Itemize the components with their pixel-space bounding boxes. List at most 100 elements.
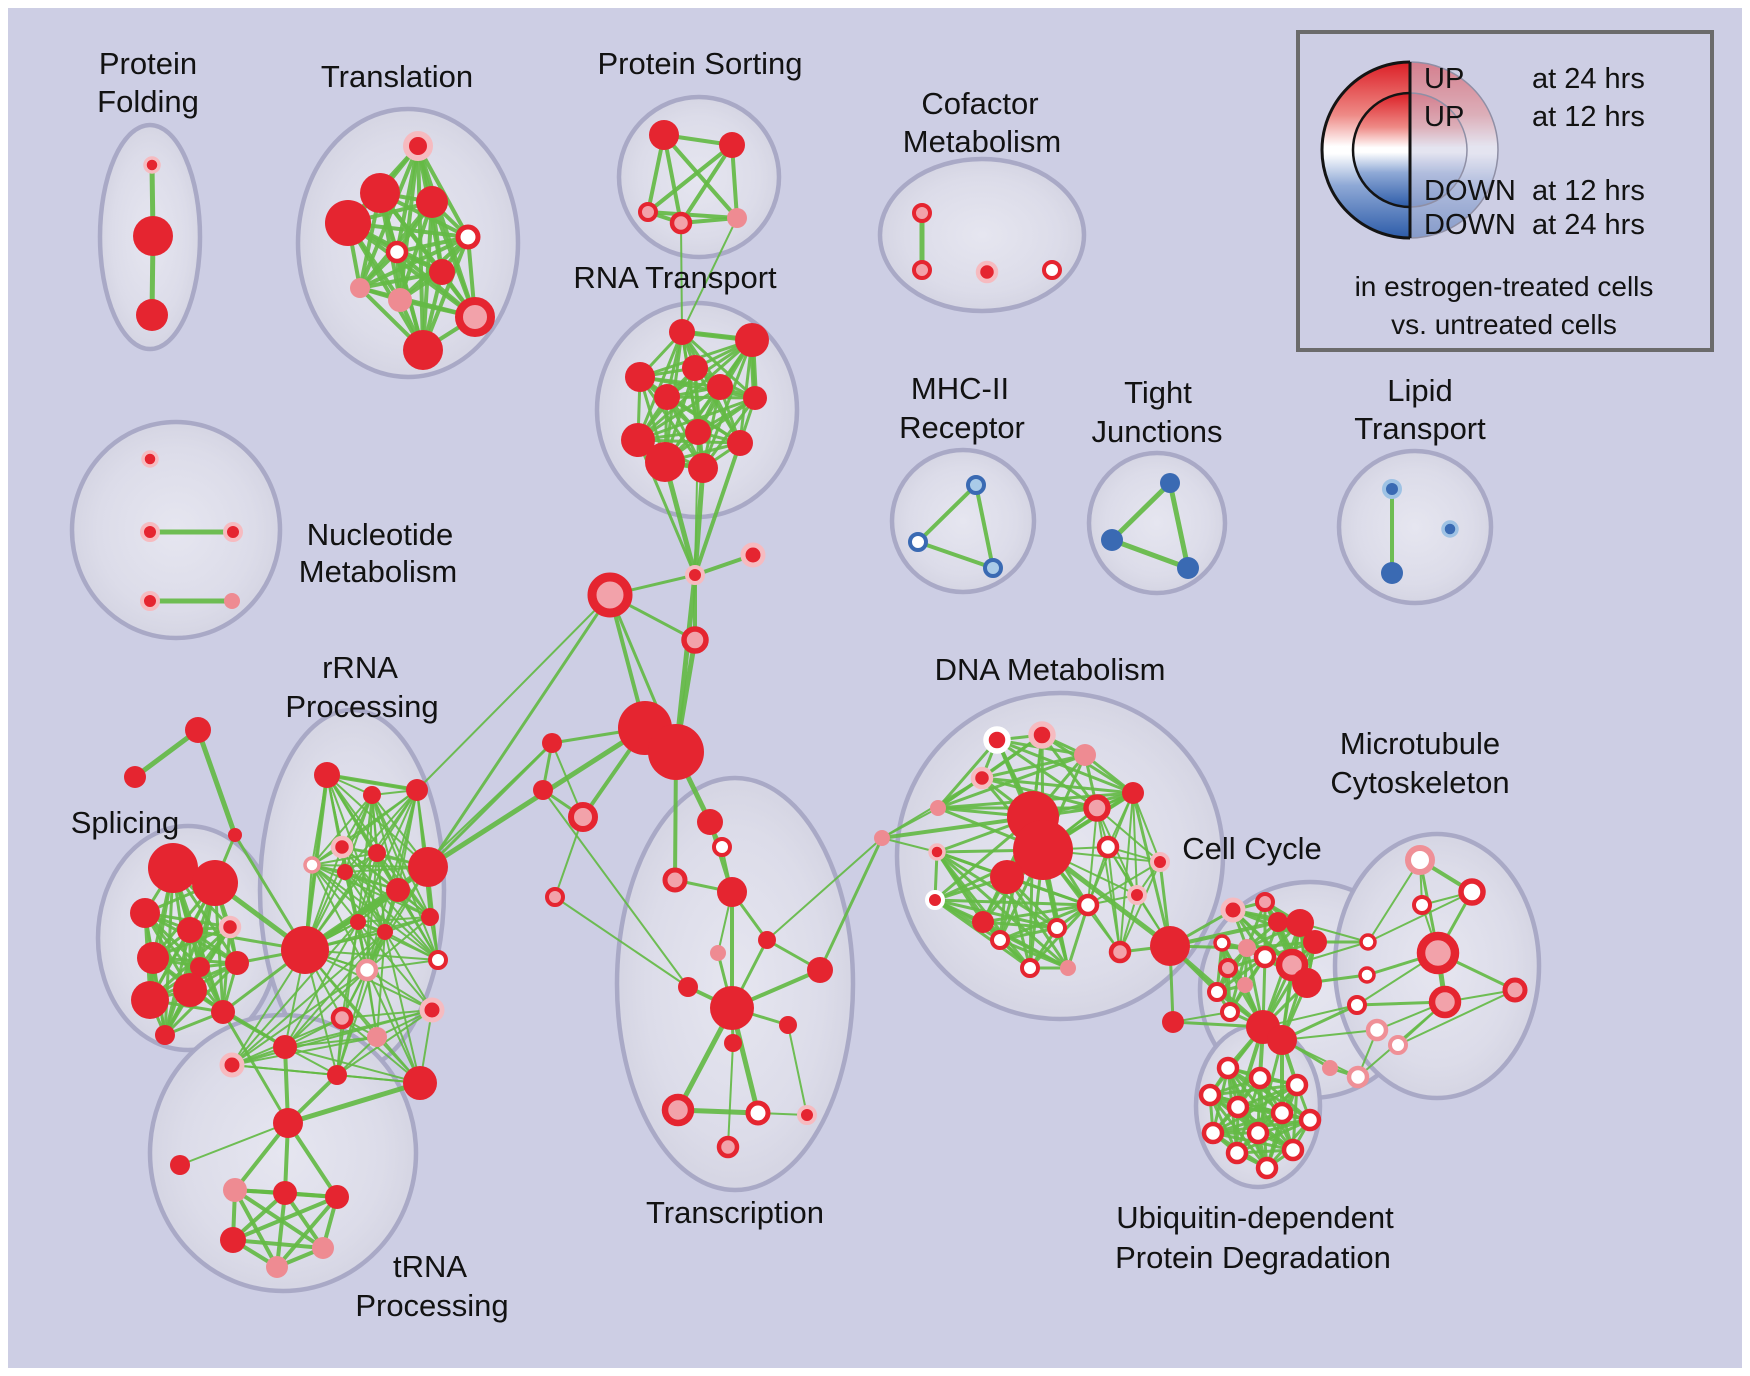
- node-96-R: [724, 1034, 742, 1052]
- node-56-pr: [330, 835, 354, 859]
- mesh-edge: [646, 143, 734, 214]
- mesh-edge: [311, 864, 439, 961]
- node-114-R: [972, 911, 994, 933]
- node-147-pw: [1346, 1065, 1370, 1089]
- node-131-P: [1238, 939, 1256, 957]
- node-176-B: [1177, 557, 1199, 579]
- node-26-R: [685, 419, 711, 445]
- node-182-pr: [223, 522, 243, 542]
- mesh-edge: [933, 898, 1002, 942]
- mesh-edge: [336, 921, 359, 1076]
- node-116-pr: [1150, 852, 1170, 872]
- legend-inner-left-outline: [1351, 91, 1411, 209]
- node-108-rp: [1083, 794, 1111, 822]
- node-165-rw: [1281, 1138, 1305, 1162]
- node-43-R: [177, 917, 203, 943]
- mesh-edge: [311, 864, 431, 918]
- node-1-R: [133, 216, 173, 256]
- edge: [680, 222, 683, 333]
- legend-time-label-3: at 12 hrs: [1532, 175, 1645, 207]
- node-83-R: [533, 780, 553, 800]
- node-177-bd: [1382, 479, 1402, 499]
- node-5-R: [325, 200, 371, 246]
- mesh-edge: [344, 871, 439, 961]
- cluster-label-cofactor-metabolism-line2: Metabolism: [903, 124, 1062, 159]
- node-129-R: [1303, 930, 1327, 954]
- cluster-label-dna-metabolism: DNA Metabolism: [935, 652, 1166, 687]
- node-33-rp: [587, 572, 633, 618]
- mesh-edge: [679, 143, 734, 225]
- edge: [554, 896, 689, 988]
- node-163-rw: [1246, 1121, 1270, 1145]
- node-38-R: [124, 766, 146, 788]
- node-99-pr: [797, 1105, 817, 1125]
- node-127-R: [1268, 912, 1288, 932]
- mesh-edge: [933, 898, 1059, 930]
- node-95-R: [779, 1016, 797, 1034]
- node-75-R: [170, 1155, 190, 1175]
- node-136-P: [1237, 977, 1253, 993]
- node-90-R: [758, 931, 776, 949]
- node-6-R: [416, 186, 448, 218]
- node-152-rp: [1428, 985, 1462, 1019]
- node-153-rp: [1502, 977, 1528, 1003]
- node-45-R: [137, 942, 169, 974]
- node-20-R: [735, 323, 769, 357]
- edge: [179, 1122, 289, 1166]
- mesh-edge: [231, 921, 359, 1066]
- node-7-rw: [455, 224, 481, 250]
- edge: [1167, 480, 1191, 571]
- legend-time-label-2: at 12 hrs: [1532, 101, 1645, 133]
- node-18-P: [727, 208, 747, 228]
- edge: [1109, 537, 1191, 571]
- edge: [916, 483, 978, 544]
- node-105-pr: [970, 766, 994, 790]
- mesh-edge: [231, 1195, 339, 1242]
- mesh-edge: [231, 1238, 325, 1250]
- node-98-rw: [745, 1100, 771, 1126]
- mesh-edge: [1096, 807, 1161, 863]
- edge: [132, 727, 201, 780]
- mesh-edge: [366, 969, 433, 1011]
- node-180-pr: [141, 450, 159, 468]
- node-181-pr: [140, 522, 160, 542]
- cluster-label-protein-sorting: Protein Sorting: [597, 46, 802, 81]
- node-115-rw: [1096, 835, 1120, 859]
- mesh-edge: [231, 969, 368, 1066]
- cluster-label-splicing: Splicing: [71, 805, 180, 840]
- mesh-edge: [636, 438, 742, 445]
- mesh-edge: [662, 133, 739, 220]
- mesh-edge: [1280, 921, 1302, 1042]
- node-84-rp: [568, 802, 598, 832]
- node-154-pw: [1388, 1035, 1408, 1055]
- cluster-label-protein-folding-line1: Protein: [99, 46, 197, 81]
- mesh-edge: [275, 1191, 287, 1269]
- node-92-R: [678, 977, 698, 997]
- mesh-edge: [980, 776, 1135, 795]
- cluster-label-ubiquitin-dependent-protein-degradation-line2: Protein Degradation: [1115, 1240, 1391, 1275]
- node-94-R: [710, 986, 754, 1030]
- edge: [881, 807, 939, 839]
- mesh-edge: [311, 789, 418, 866]
- node-74-R: [273, 1108, 303, 1138]
- node-146-P: [1322, 1060, 1338, 1076]
- mesh-edge: [981, 920, 1070, 970]
- node-167-rp: [912, 203, 932, 223]
- edge: [1281, 1029, 1378, 1041]
- mesh-edge: [231, 1036, 378, 1066]
- node-132-rw: [1253, 945, 1277, 969]
- mesh-edge: [366, 959, 439, 971]
- legend-direction-label-4: DOWN: [1424, 209, 1516, 241]
- node-48-R: [131, 981, 169, 1019]
- cluster-label-rrna-processing-line2: Processing: [285, 689, 438, 724]
- node-81-P: [266, 1256, 288, 1278]
- node-149-rw: [1458, 878, 1486, 906]
- node-89-R: [717, 877, 747, 907]
- node-148-pw: [1405, 845, 1435, 875]
- edge: [1131, 791, 1172, 948]
- mesh-edge: [284, 921, 359, 1048]
- node-102-wr: [983, 726, 1011, 754]
- node-0-pr: [143, 156, 161, 174]
- node-143-rw: [1358, 966, 1376, 984]
